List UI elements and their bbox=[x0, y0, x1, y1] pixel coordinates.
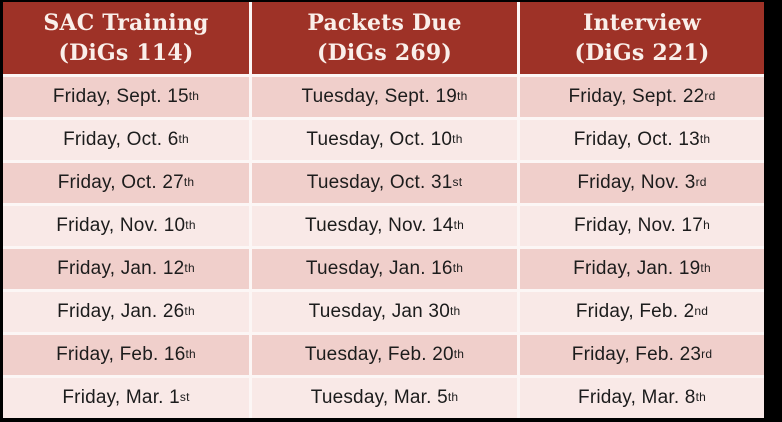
column-header-sac-training: SAC Training (DiGs 114) bbox=[3, 2, 249, 74]
column-header-title: Interview bbox=[583, 10, 701, 36]
column-header-packets-due: Packets Due (DiGs 269) bbox=[252, 2, 517, 74]
column-header-subtitle: (DiGs 114) bbox=[58, 40, 194, 66]
column-header-subtitle: (DiGs 269) bbox=[316, 40, 452, 66]
column-header-subtitle: (DiGs 221) bbox=[574, 40, 710, 66]
column-header-title: Packets Due bbox=[307, 10, 462, 36]
date-cell: Friday, Nov. 17 h bbox=[520, 206, 764, 246]
schedule-table: SAC Training (DiGs 114) Packets Due (DiG… bbox=[3, 2, 764, 418]
column-header-interview: Interview (DiGs 221) bbox=[520, 2, 764, 74]
column-header-title: SAC Training bbox=[43, 10, 209, 36]
